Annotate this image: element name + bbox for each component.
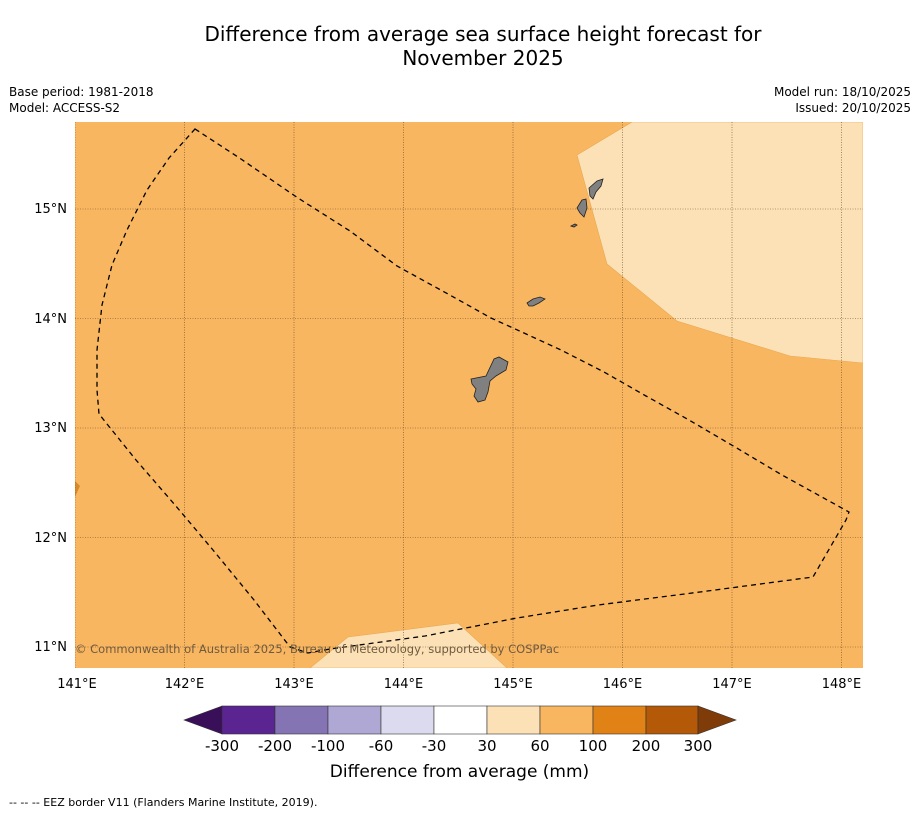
- colorbar-labels: -300 -200 -100 -60 -30 30 60 100 200 300: [205, 737, 712, 755]
- colorbar-tick-label: 200: [632, 737, 661, 755]
- colorbar-swatch: [645, 705, 699, 735]
- island-guam: [470, 356, 509, 403]
- lat-label: 14°N: [34, 312, 67, 327]
- colorbar-tick-label: 30: [477, 737, 496, 755]
- eez-legend-note: -- -- -- EEZ border V11 (Flanders Marine…: [9, 796, 318, 809]
- colorbar-swatch: [380, 705, 435, 735]
- colorbar-tick-label: -300: [205, 737, 239, 755]
- model-run-label: Model run: 18/10/2025: [773, 85, 911, 99]
- chart-title: Difference from average sea surface heig…: [0, 22, 919, 70]
- copyright-text: © Commonwealth of Australia 2025, Bureau…: [75, 642, 559, 656]
- colorbar-tick-label: -30: [422, 737, 447, 755]
- lon-label: 141°E: [57, 677, 97, 692]
- meta-left: Base period: 1981-2018 Model: ACCESS-S2: [9, 84, 154, 116]
- colorbar-swatch: [327, 705, 382, 735]
- colorbar-extend-low: [183, 705, 223, 735]
- colorbar-tick-label: -200: [258, 737, 292, 755]
- anomaly-region-100-200-west: [75, 481, 80, 497]
- gridlines: [75, 122, 863, 668]
- island-tinian: [576, 198, 588, 218]
- islands: [470, 178, 604, 403]
- lat-labels: 15°N 14°N 13°N 12°N 11°N: [34, 202, 67, 655]
- colorbar-swatch: [486, 705, 541, 735]
- model-label: Model: ACCESS-S2: [9, 101, 121, 115]
- anomaly-region-30-60-northeast: [576, 122, 863, 364]
- colorbar-tick-label: -100: [311, 737, 345, 755]
- chart-title-line1: Difference from average sea surface heig…: [204, 22, 762, 46]
- island-rota: [526, 296, 546, 307]
- colorbar-tick-label: 300: [684, 737, 713, 755]
- lon-label: 143°E: [274, 677, 314, 692]
- lon-label: 145°E: [493, 677, 533, 692]
- issued-label: Issued: 20/10/2025: [795, 101, 911, 115]
- chart-title-line2: November 2025: [402, 46, 564, 70]
- meta-right: Model run: 18/10/2025 Issued: 20/10/2025: [774, 84, 911, 116]
- lon-label: 144°E: [384, 677, 424, 692]
- colorbar-swatch: [274, 705, 329, 735]
- colorbar-swatch: [539, 705, 594, 735]
- colorbar-tick-label: 100: [579, 737, 608, 755]
- island-aguijan: [569, 223, 578, 228]
- colorbar-title: Difference from average (mm): [329, 762, 590, 782]
- colorbar-swatch: [592, 705, 647, 735]
- lon-labels: 141°E 142°E 143°E 144°E 145°E 146°E 147°…: [57, 677, 861, 692]
- lat-label: 13°N: [34, 421, 67, 436]
- lon-label: 148°E: [822, 677, 862, 692]
- lat-label: 12°N: [34, 531, 67, 546]
- eez-border: [96, 128, 850, 654]
- lon-label: 142°E: [165, 677, 205, 692]
- colorbar-extend-high: [697, 705, 737, 735]
- colorbar-swatch: [221, 705, 276, 735]
- colorbar-tick-label: 60: [530, 737, 549, 755]
- colorbar-tick-label: -60: [369, 737, 394, 755]
- lon-label: 146°E: [603, 677, 643, 692]
- lat-label: 15°N: [34, 202, 67, 217]
- island-saipan: [588, 178, 604, 200]
- colorbar-swatch: [433, 705, 488, 735]
- lon-label: 147°E: [712, 677, 752, 692]
- lat-label: 11°N: [34, 640, 67, 655]
- base-period-label: Base period: 1981-2018: [9, 85, 154, 99]
- colorbar: [183, 705, 737, 735]
- anomaly-region-30-60-south: [309, 622, 508, 668]
